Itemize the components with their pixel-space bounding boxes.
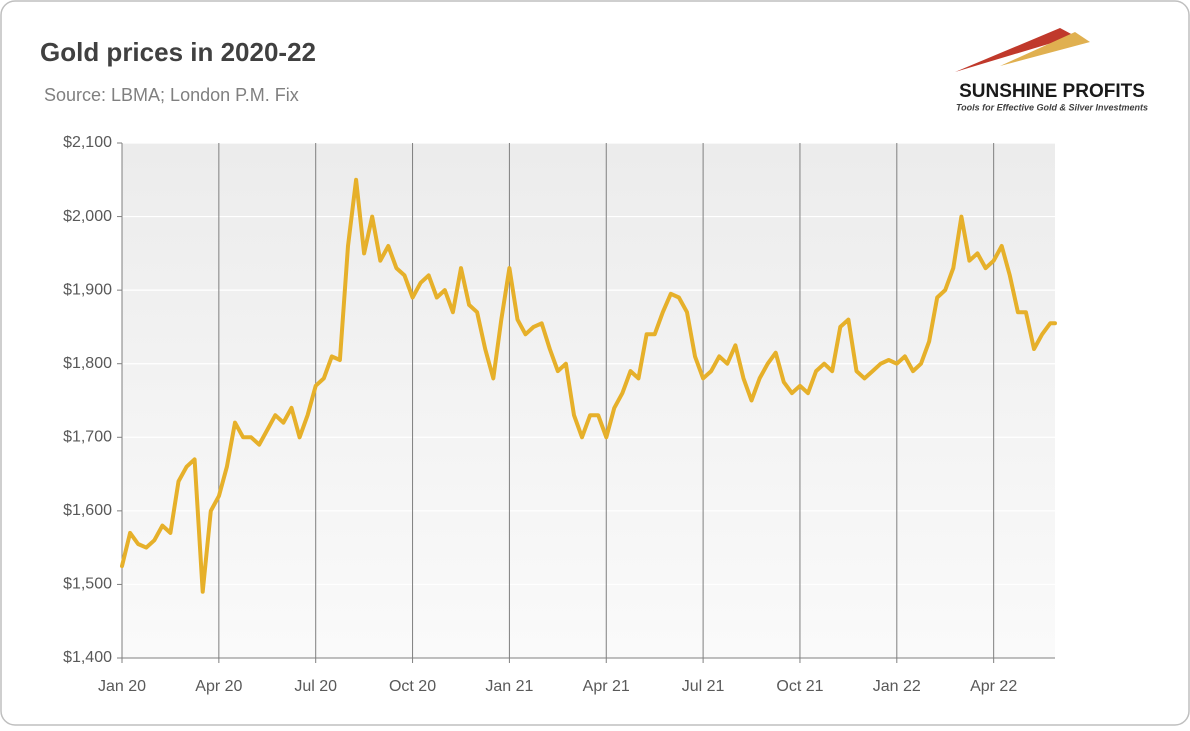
x-tick-label: Oct 21 [776, 678, 823, 695]
x-tick-label: Jul 20 [294, 678, 337, 695]
price-line [120, 177, 1057, 594]
x-tick-label: Jan 22 [873, 678, 921, 695]
x-tick-label: Jul 21 [682, 678, 725, 695]
chart-subtitle: Source: LBMA; London P.M. Fix [44, 85, 299, 105]
y-tick-label: $1,600 [63, 502, 112, 519]
y-tick-label: $1,900 [63, 281, 112, 298]
plot-area [122, 143, 1055, 658]
x-tick-label: Jan 21 [485, 678, 533, 695]
y-tick-label: $1,800 [63, 355, 112, 372]
y-tick-label: $2,100 [63, 134, 112, 151]
x-tick-label: Apr 21 [583, 678, 630, 695]
logo-tagline: Tools for Effective Gold & Silver Invest… [956, 102, 1148, 112]
x-tick-label: Jan 20 [98, 678, 146, 695]
x-tick-label: Oct 20 [389, 678, 436, 695]
logo-swoosh [1000, 32, 1090, 66]
y-tick-label: $2,000 [63, 208, 112, 225]
logo: SUNSHINE PROFITS Tools for Effective Gol… [955, 28, 1148, 112]
logo-swoosh [955, 28, 1075, 72]
y-tick-label: $1,700 [63, 429, 112, 446]
x-tick-label: Apr 20 [195, 678, 242, 695]
y-tick-label: $1,500 [63, 576, 112, 593]
x-tick-label: Apr 22 [970, 678, 1017, 695]
logo-name: SUNSHINE PROFITS [959, 81, 1145, 102]
chart-title: Gold prices in 2020-22 [40, 37, 316, 67]
y-tick-label: $1,400 [63, 649, 112, 666]
